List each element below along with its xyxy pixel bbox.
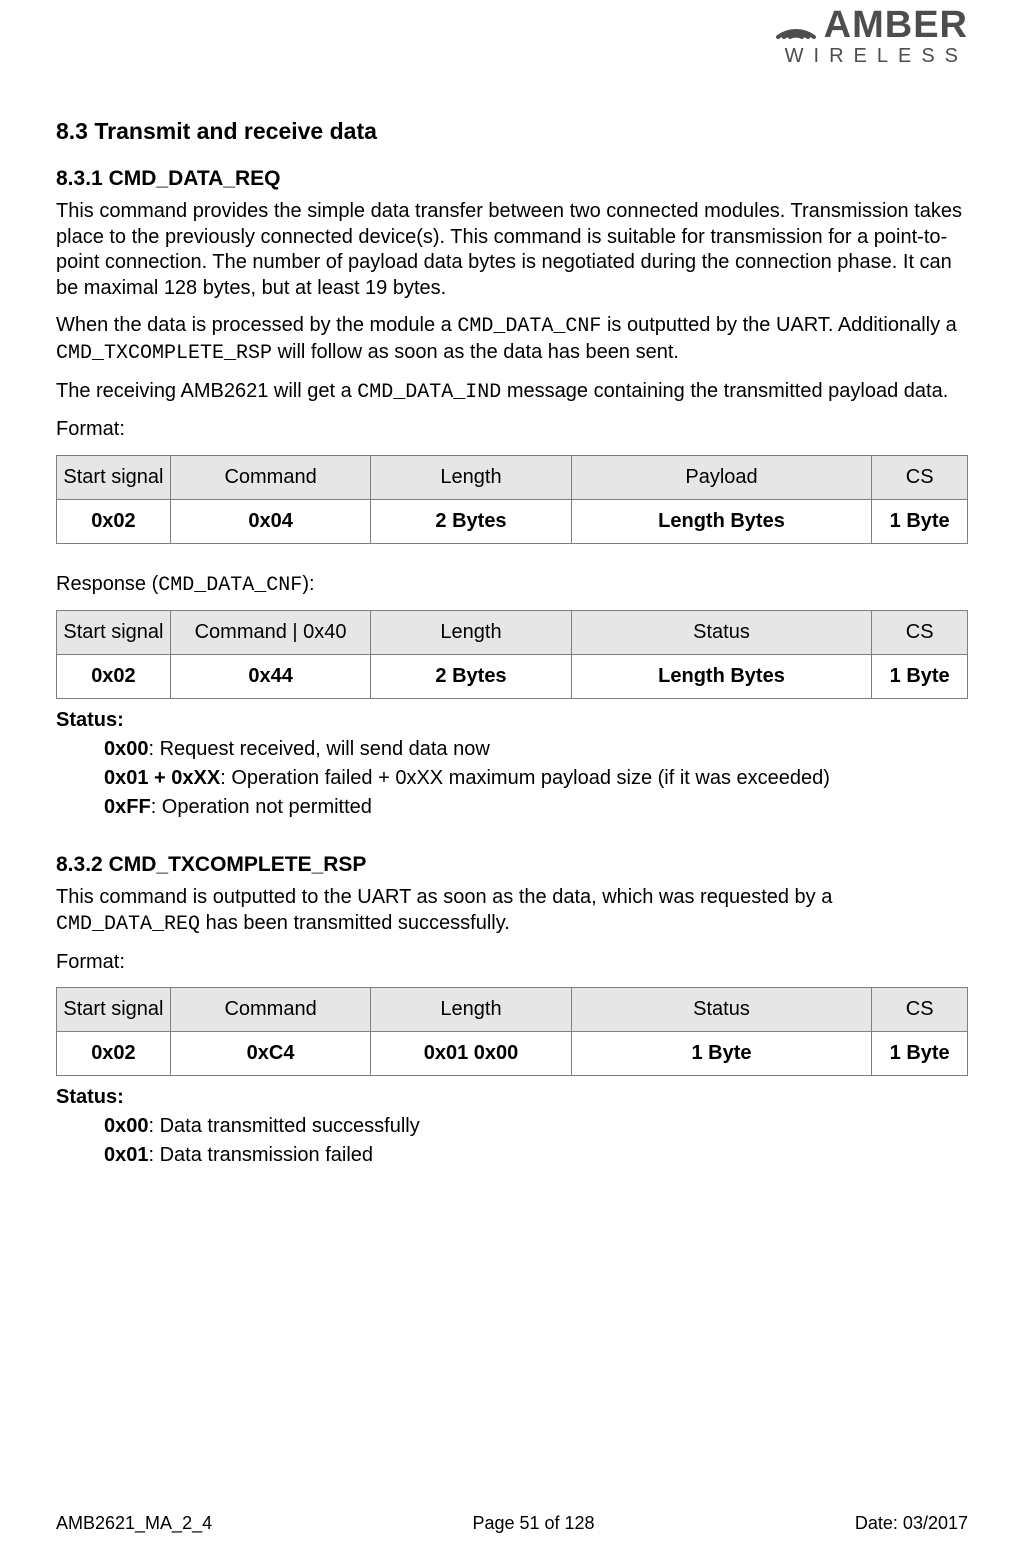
table-row: 0x02 0x04 2 Bytes Length Bytes 1 Byte (57, 499, 968, 543)
paragraph: The receiving AMB2621 will get a CMD_DAT… (56, 379, 968, 406)
status-line: 0x00: Request received, will send data n… (104, 738, 968, 761)
format-table: Start signal Command Length Status CS 0x… (56, 987, 968, 1076)
format-table: Start signal Command Length Payload CS 0… (56, 455, 968, 544)
table-header: Length (371, 611, 571, 655)
page-footer: AMB2621_MA_2_4 Page 51 of 128 Date: 03/2… (56, 1513, 968, 1534)
paragraph: This command is outputted to the UART as… (56, 885, 968, 937)
table-header: Command (170, 988, 370, 1032)
logo-main-text: AMBER (824, 6, 968, 44)
table-header: Length (371, 988, 571, 1032)
wireless-icon (774, 9, 818, 41)
table-header: CS (872, 611, 968, 655)
status-line: 0xFF: Operation not permitted (104, 796, 968, 819)
footer-page-number: Page 51 of 128 (472, 1513, 594, 1534)
status-line: 0x01: Data transmission failed (104, 1144, 968, 1167)
table-header: Payload (571, 455, 872, 499)
table-header: Command (170, 455, 370, 499)
status-line: 0x01 + 0xXX: Operation failed + 0xXX max… (104, 767, 968, 790)
response-table: Start signal Command | 0x40 Length Statu… (56, 610, 968, 699)
table-row: 0x02 0x44 2 Bytes Length Bytes 1 Byte (57, 655, 968, 699)
table-header: Status (571, 988, 872, 1032)
footer-date: Date: 03/2017 (855, 1513, 968, 1534)
paragraph: When the data is processed by the module… (56, 313, 968, 366)
subsection-heading: 8.3.1 CMD_DATA_REQ (56, 167, 968, 191)
table-header: CS (872, 988, 968, 1032)
table-row: 0x02 0xC4 0x01 0x00 1 Byte 1 Byte (57, 1032, 968, 1076)
table-header: Start signal (57, 455, 171, 499)
subsection-heading: 8.3.2 CMD_TXCOMPLETE_RSP (56, 853, 968, 877)
format-label: Format: (56, 417, 968, 443)
status-label: Status: (56, 1086, 968, 1109)
table-header: CS (872, 455, 968, 499)
table-header: Length (371, 455, 571, 499)
table-header: Status (571, 611, 872, 655)
table-header: Start signal (57, 611, 171, 655)
table-header: Command | 0x40 (170, 611, 370, 655)
table-header: Start signal (57, 988, 171, 1032)
status-line: 0x00: Data transmitted successfully (104, 1115, 968, 1138)
logo-sub-text: WIRELESS (774, 46, 968, 66)
brand-logo: AMBER WIRELESS (774, 6, 968, 66)
section-heading: 8.3 Transmit and receive data (56, 118, 968, 145)
status-label: Status: (56, 709, 968, 732)
paragraph: This command provides the simple data tr… (56, 199, 968, 301)
format-label: Format: (56, 950, 968, 976)
response-label: Response (CMD_DATA_CNF): (56, 572, 968, 599)
footer-doc-id: AMB2621_MA_2_4 (56, 1513, 212, 1534)
